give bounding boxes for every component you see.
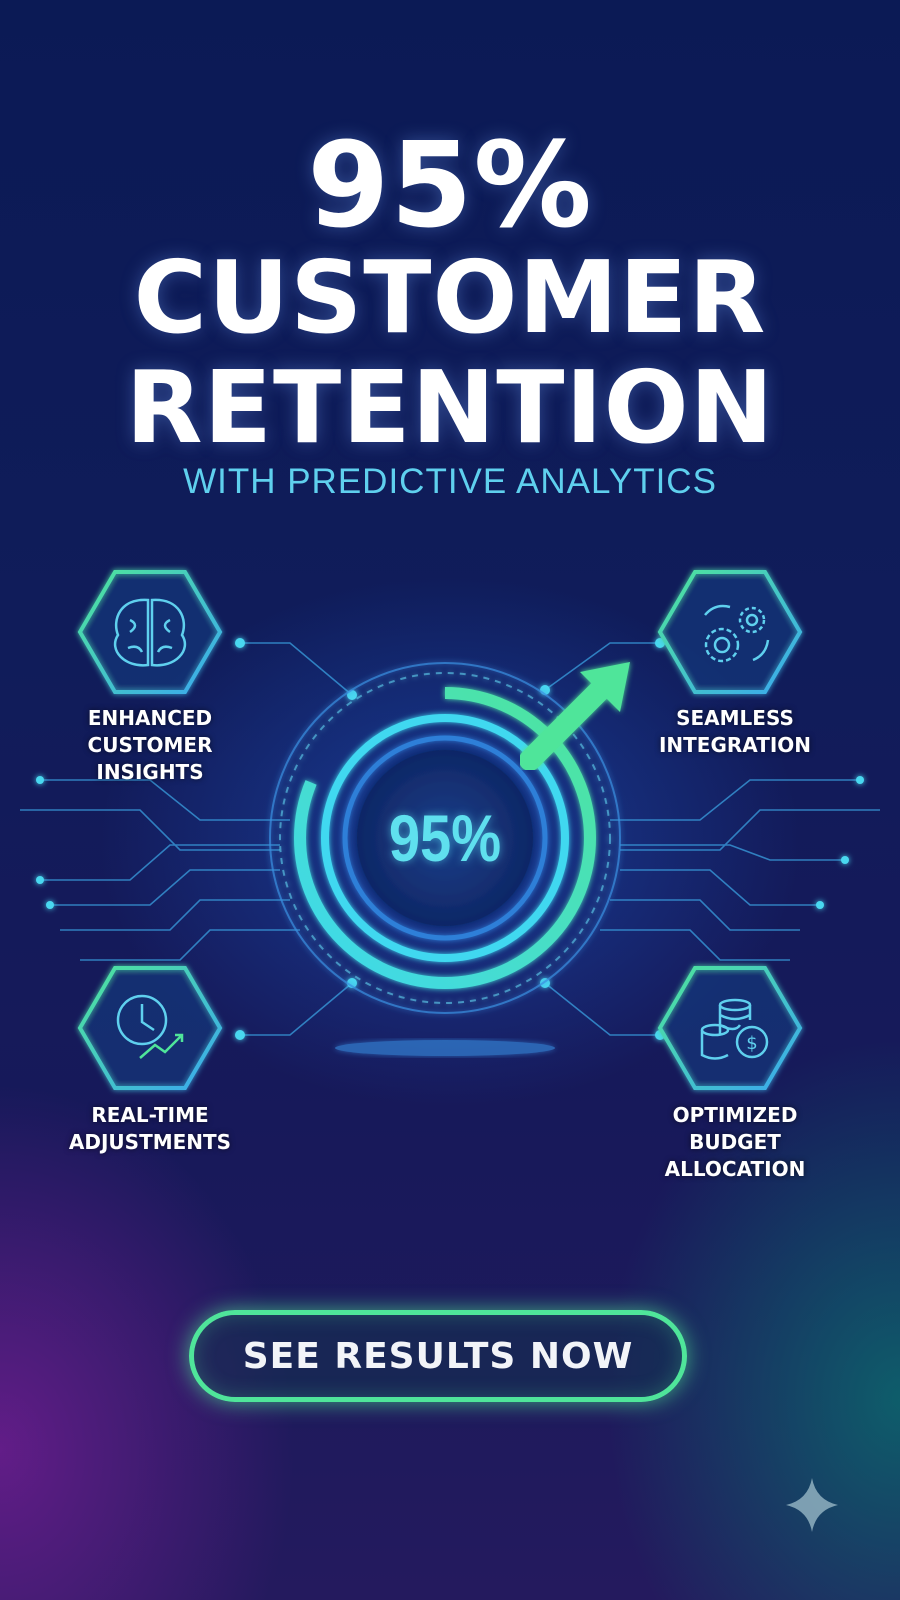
label-line: REAL-TIME [91,1103,209,1127]
label-line: ADJUSTMENTS [68,1130,232,1154]
gauge-value: 95% [388,801,502,875]
gears-icon [704,604,770,663]
sparkle-icon [786,1478,838,1532]
headline-retention: RETENTION [125,349,775,466]
label-line: ALLOCATION [664,1157,806,1181]
retention-gauge [269,662,621,1014]
label-line: INSIGHTS [96,760,204,784]
clock-trend-icon [116,994,184,1059]
label-line: OPTIMIZED [672,1103,798,1127]
brain-icon [113,598,187,667]
feature-label-integration: SEAMLESS INTEGRATION [620,705,850,759]
feature-label-insights: ENHANCED CUSTOMER INSIGHTS [40,705,260,786]
label-line: SEAMLESS [676,706,794,730]
feature-label-adjustments: REAL-TIME ADJUSTMENTS [30,1102,270,1156]
label-line: BUDGET [689,1130,781,1154]
see-results-button[interactable]: SEE RESULTS NOW [189,1310,687,1402]
headline-percent: 95% [307,116,593,254]
coins-dollar-icon: $ [700,998,769,1060]
growth-arrow-icon [519,662,630,771]
label-line: ENHANCED [87,706,213,730]
circuit-lines [20,642,880,1036]
svg-text:$: $ [746,1033,757,1054]
headline-customer: CUSTOMER [133,239,767,356]
label-line: CUSTOMER [87,733,213,757]
feature-label-budget: OPTIMIZED BUDGET ALLOCATION [620,1102,850,1183]
label-line: INTEGRATION [658,733,812,757]
subtitle: WITH PREDICTIVE ANALYTICS [183,462,717,501]
